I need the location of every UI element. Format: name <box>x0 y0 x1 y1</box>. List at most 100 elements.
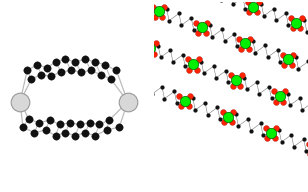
Point <box>272 90 277 93</box>
Point <box>140 49 145 52</box>
Point <box>220 110 225 113</box>
Point <box>167 19 172 22</box>
Point <box>274 19 279 22</box>
Point <box>238 47 243 50</box>
Point <box>20 126 25 129</box>
Point <box>100 73 105 76</box>
Point <box>285 92 290 95</box>
Point <box>147 81 152 84</box>
Point <box>306 60 308 63</box>
Point <box>98 73 103 76</box>
Point <box>129 74 134 77</box>
Point <box>294 55 298 58</box>
Point <box>234 79 239 82</box>
Point <box>182 99 187 102</box>
Point <box>73 60 78 64</box>
Point <box>161 5 166 8</box>
Point <box>205 113 210 116</box>
Point <box>151 5 156 8</box>
Point <box>255 11 260 14</box>
Point <box>207 23 212 26</box>
Point <box>272 137 277 140</box>
Point <box>88 69 93 72</box>
Point <box>99 26 104 29</box>
Point <box>263 44 268 47</box>
Point <box>87 121 92 124</box>
Point <box>305 30 308 33</box>
Point <box>29 77 34 80</box>
Point <box>253 51 258 54</box>
Point <box>271 7 276 10</box>
Point <box>162 97 167 100</box>
Point <box>131 86 136 89</box>
Point <box>69 69 74 72</box>
Point <box>298 97 302 100</box>
Point <box>195 68 200 71</box>
Point <box>171 60 176 63</box>
Point <box>124 3 128 6</box>
Point <box>179 105 184 108</box>
Point <box>261 14 266 17</box>
Point <box>191 28 196 31</box>
Point <box>286 58 290 61</box>
Point <box>47 118 52 122</box>
Point <box>291 145 296 148</box>
Point <box>91 62 95 65</box>
Point <box>153 42 158 45</box>
Point <box>245 0 250 3</box>
Point <box>220 28 225 31</box>
Point <box>59 70 64 74</box>
Point <box>93 134 98 137</box>
Point <box>180 53 185 56</box>
Point <box>296 67 301 70</box>
Point <box>97 123 102 126</box>
Point <box>277 129 282 132</box>
Point <box>196 31 201 35</box>
Point <box>281 100 286 103</box>
Point <box>256 0 261 3</box>
Point <box>110 26 115 29</box>
Point <box>246 47 251 50</box>
Point <box>116 69 121 72</box>
Point <box>232 32 237 36</box>
Point <box>77 123 82 126</box>
Point <box>144 52 149 55</box>
Point <box>242 76 247 79</box>
Point <box>299 16 304 19</box>
Point <box>263 127 268 130</box>
Point <box>43 128 48 132</box>
Point <box>210 35 215 38</box>
Point <box>275 49 280 52</box>
Point <box>134 79 139 82</box>
Point <box>277 94 282 98</box>
Point <box>183 65 188 68</box>
Point <box>143 89 148 92</box>
Point <box>145 79 150 82</box>
Point <box>117 126 122 129</box>
Point <box>125 33 130 36</box>
Point <box>32 131 37 134</box>
Point <box>233 113 238 116</box>
Point <box>298 27 303 30</box>
Point <box>125 100 130 103</box>
Point <box>257 92 262 95</box>
Point <box>194 21 199 24</box>
Point <box>215 106 220 109</box>
Point <box>36 121 41 124</box>
Point <box>199 26 204 29</box>
Point <box>137 37 142 40</box>
Point <box>114 69 119 72</box>
Point <box>289 16 294 19</box>
Point <box>158 56 163 59</box>
Point <box>229 121 234 124</box>
Point <box>199 60 204 63</box>
Point <box>211 65 216 68</box>
Point <box>83 131 88 134</box>
Point <box>286 23 291 26</box>
Point <box>289 133 294 136</box>
Point <box>67 121 72 124</box>
Point <box>284 12 289 15</box>
Point <box>274 127 279 130</box>
Point <box>222 121 227 124</box>
Point <box>251 5 256 8</box>
